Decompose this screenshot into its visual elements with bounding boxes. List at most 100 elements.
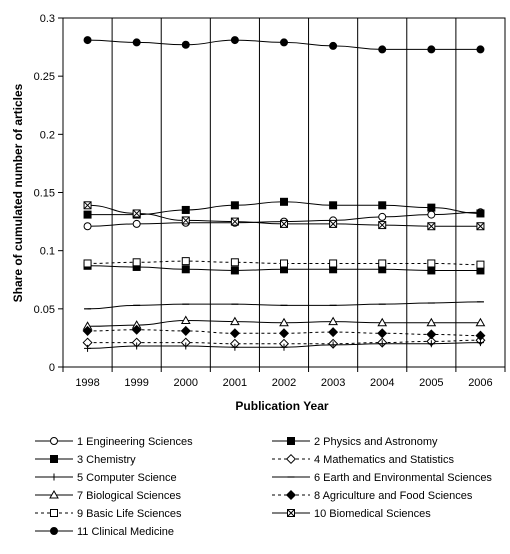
data-point [280, 343, 288, 351]
series-9-basic-life-sciences [83, 257, 485, 269]
data-point [377, 317, 388, 327]
data-point [230, 217, 239, 226]
data-point [329, 341, 337, 349]
legend-label: 3 Chemistry [77, 454, 136, 466]
data-point [82, 325, 93, 336]
data-point [329, 219, 338, 228]
data-point [377, 328, 388, 339]
series-10-biomedical-sciences [83, 201, 485, 231]
legend-item: 5 Computer Science [35, 472, 177, 484]
legend: 1 Engineering Sciences 2 Physics and Astr… [35, 436, 492, 538]
data-point [84, 344, 92, 352]
data-point [83, 36, 92, 45]
data-point [83, 259, 92, 268]
legend-label: 6 Earth and Environmental Sciences [314, 472, 492, 484]
legend-item: 1 Engineering Sciences [35, 436, 193, 448]
data-point [476, 45, 485, 54]
legend-marker [50, 473, 58, 481]
data-point [378, 45, 387, 54]
data-point [181, 257, 190, 266]
legend-label: 9 Basic Life Sciences [77, 508, 182, 520]
legend-label: 7 Biological Sciences [77, 490, 181, 502]
legend-label: 10 Biomedical Sciences [314, 508, 431, 520]
legend-item: 9 Basic Life Sciences [35, 508, 182, 520]
legend-label: 11 Clinical Medicine [77, 526, 174, 538]
plot-area: 0 0.05 0.1 0.15 0.2 0.25 0.3 1998 1999 2000 2001 20… [34, 13, 506, 389]
data-point [230, 201, 239, 210]
data-point [427, 266, 436, 275]
data-point [83, 210, 92, 219]
data-point [180, 315, 191, 324]
legend-label: 4 Mathematics and Statistics [314, 454, 455, 466]
data-point [280, 259, 288, 268]
data-point [132, 209, 141, 218]
legend-item: 10 Biomedical Sciences [272, 508, 431, 520]
legend-label: 5 Computer Science [77, 472, 177, 484]
data-point [133, 342, 141, 350]
legend-item: 3 Chemistry [35, 454, 136, 466]
data-point [378, 212, 387, 221]
data-point [182, 342, 190, 350]
x-tick-label: 2000 [174, 377, 198, 389]
data-point [83, 201, 92, 210]
x-axis-title: Publication Year [235, 399, 328, 413]
legend-item: 8 Agriculture and Food Sciences [272, 489, 473, 502]
series-8-agriculture-and-food-sciences [82, 324, 486, 341]
data-point [231, 343, 239, 351]
y-tick-label: 0 [49, 362, 55, 374]
data-point [131, 324, 142, 335]
data-point [427, 340, 435, 348]
data-point [278, 328, 290, 339]
legend-item: 11 Clinical Medicine [35, 526, 174, 538]
data-point [476, 260, 485, 269]
y-tick-label: 0.05 [34, 304, 55, 316]
data-point [427, 203, 436, 212]
data-point [328, 327, 339, 338]
x-tick-label: 1998 [75, 377, 99, 389]
y-tick-label: 0.3 [40, 13, 55, 25]
legend-marker [287, 509, 295, 517]
data-point [279, 317, 289, 327]
legend-marker [287, 437, 295, 445]
data-point [132, 219, 141, 228]
y-tick-label: 0.25 [34, 71, 55, 83]
x-tick-label: 2005 [419, 377, 443, 389]
data-point [378, 201, 387, 210]
data-point [427, 45, 436, 54]
legend-item: 2 Physics and Astronomy [272, 436, 438, 448]
plot-frame [62, 17, 506, 368]
data-point [476, 222, 485, 231]
legend-label: 8 Agriculture and Food Sciences [314, 490, 473, 502]
data-point [329, 41, 338, 50]
x-tick-label: 2001 [223, 377, 247, 389]
data-point [329, 259, 338, 268]
data-point [132, 258, 141, 267]
legend-label: 2 Physics and Astronomy [314, 436, 438, 448]
data-point [427, 259, 436, 268]
data-point [181, 205, 190, 214]
data-point [180, 325, 191, 336]
legend-item: 6 Earth and Environmental Sciences [272, 472, 492, 484]
data-point [181, 265, 190, 274]
series-11-clinical-medicine [83, 36, 485, 54]
data-point [280, 197, 288, 206]
data-point [426, 329, 437, 340]
data-point [378, 259, 387, 268]
data-point [230, 36, 239, 45]
data-point [378, 221, 387, 230]
data-point [378, 340, 386, 348]
data-point [230, 316, 240, 326]
data-point [181, 216, 190, 225]
data-point [181, 40, 190, 49]
legend-marker [285, 453, 297, 465]
legend-marker [50, 437, 58, 445]
legend-marker [50, 455, 58, 463]
data-point [229, 328, 240, 339]
legend-marker [50, 509, 58, 517]
legend-marker [49, 489, 59, 499]
data-point [329, 201, 338, 210]
legend-marker [285, 489, 297, 501]
legend-marker [50, 527, 58, 535]
data-point [280, 38, 288, 47]
data-point [427, 210, 436, 219]
